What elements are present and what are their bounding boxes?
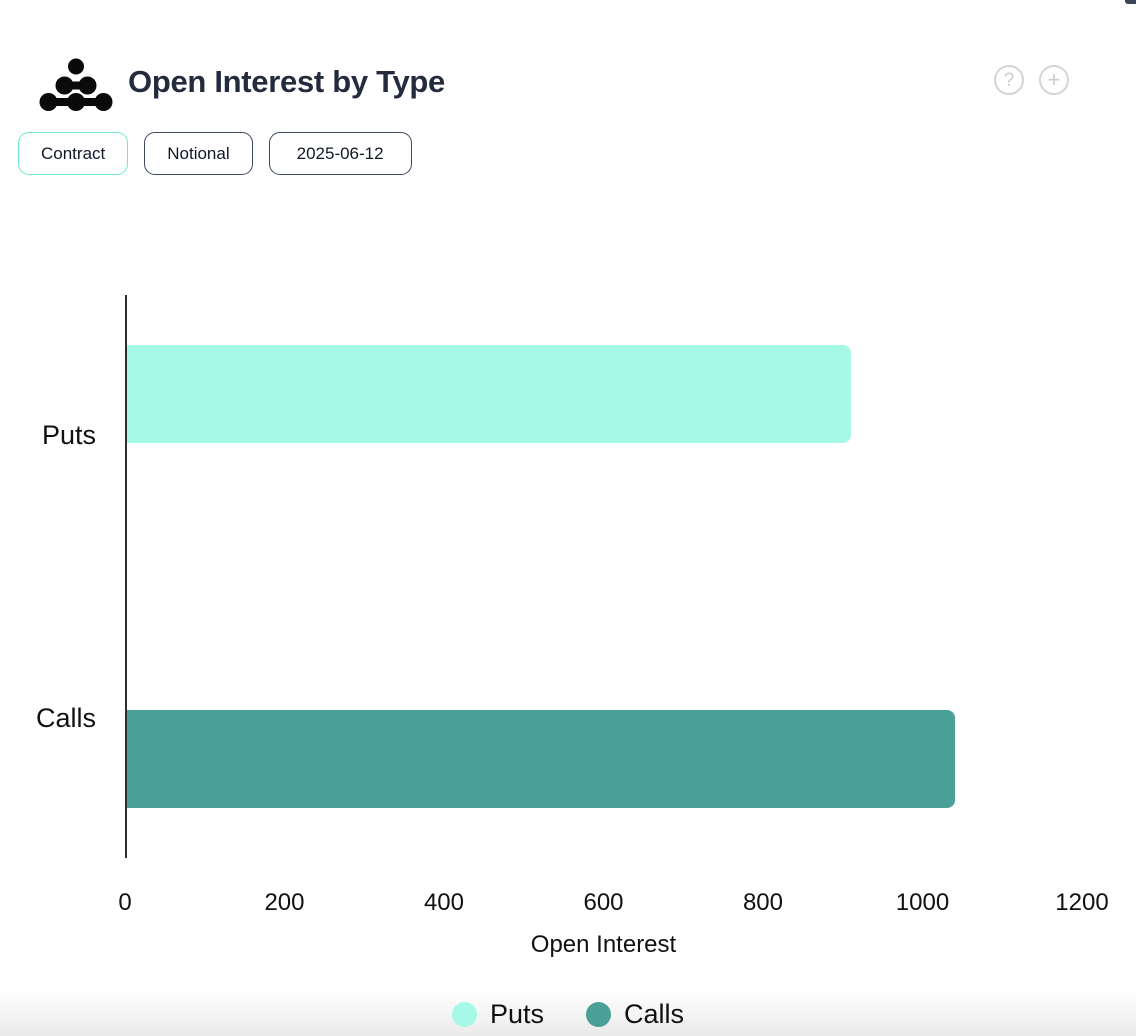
page-title: Open Interest by Type [128, 64, 445, 99]
x-tick-label: 1000 [895, 889, 950, 916]
puts-bar[interactable] [127, 345, 852, 443]
calls-legend-dot-icon [586, 1002, 611, 1027]
add-glyph: + [1047, 67, 1061, 92]
legend-item-calls[interactable]: Calls [586, 999, 684, 1030]
expiry-date-button[interactable]: 2025-06-12 [268, 132, 412, 175]
legend-label-puts: Puts [489, 999, 544, 1029]
x-tick-label: 800 [742, 889, 784, 916]
bottom-gradient [0, 990, 1136, 1036]
legend-item-puts[interactable]: Puts [451, 999, 544, 1030]
window-corner-artifact [1125, 0, 1136, 4]
notional-toggle-button[interactable]: Notional [144, 132, 253, 175]
x-tick-label: 200 [264, 889, 305, 916]
chart-legend: Puts Calls [0, 999, 1136, 1030]
add-icon[interactable]: + [1039, 65, 1069, 95]
app-logo-icon [39, 58, 113, 111]
toolbar: Contract Notional 2025-06-12 [18, 132, 412, 175]
y-category-label-calls: Calls [35, 703, 96, 733]
contract-toggle-button[interactable]: Contract [18, 132, 129, 175]
x-tick-label: 0 [118, 889, 132, 916]
plot-area [125, 295, 1082, 858]
x-tick-label: 600 [583, 889, 624, 916]
x-tick-label: 1200 [1055, 889, 1109, 916]
puts-legend-dot-icon [451, 1002, 477, 1027]
x-axis-ticks: 0 200 400 600 800 1000 1200 [118, 889, 1108, 917]
calls-bar[interactable] [127, 710, 955, 808]
x-tick-label: 400 [423, 889, 465, 916]
help-glyph: ? [1003, 69, 1015, 91]
legend-label-calls: Calls [624, 999, 685, 1029]
y-category-label-puts: Puts [41, 420, 96, 450]
help-icon[interactable]: ? [994, 65, 1024, 95]
x-axis-title: Open Interest [530, 931, 677, 958]
